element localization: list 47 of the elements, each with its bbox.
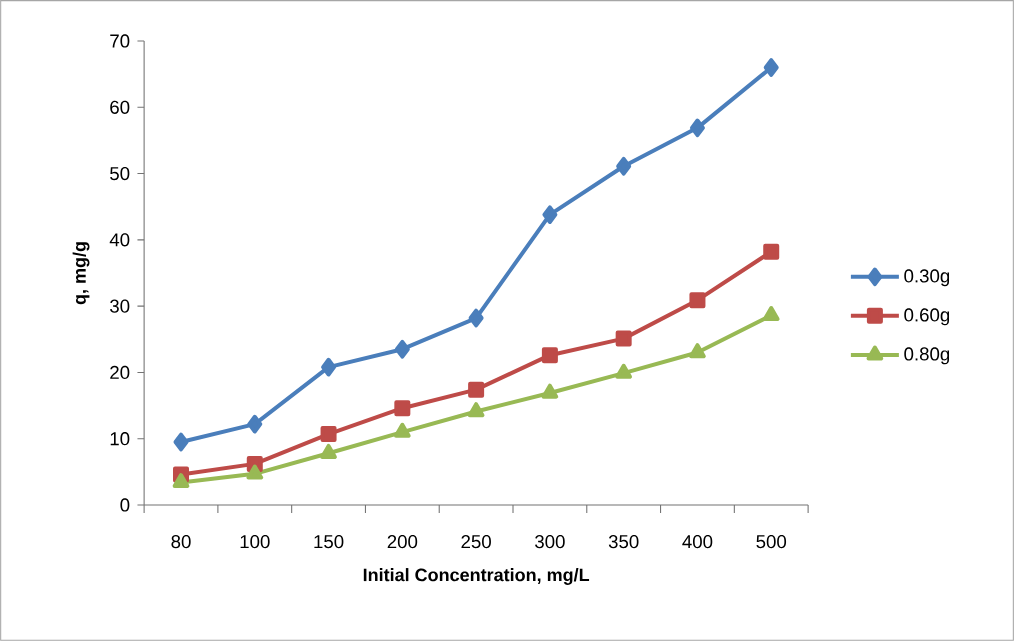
x-tick-label: 100 [240,535,270,549]
point [393,422,411,438]
x-tick-label: 500 [756,535,787,549]
x-tick-label: 80 [171,535,191,549]
point [320,426,337,443]
point [247,414,263,434]
y-tick-label: 30 [110,299,130,313]
point [689,343,706,359]
y-tick-label: 10 [110,432,130,446]
point [172,473,190,489]
x-tick-label: 150 [314,535,344,549]
point [394,339,410,359]
y-tick-label: 70 [110,34,130,48]
point [468,308,484,328]
y-tick-label: 0 [120,498,130,512]
point [615,330,632,347]
point [394,400,411,417]
point [467,402,485,418]
y-tick-label: 20 [110,365,130,380]
point [173,432,189,452]
x-tick-label: 350 [608,535,639,549]
y-tick-label: 60 [110,100,130,114]
x-tick-label: 250 [461,535,491,549]
point [541,347,558,364]
y-tick-label: 50 [110,166,130,181]
legend-label: 0.30g [904,269,950,287]
x-tick-label: 300 [535,535,565,549]
legend-label: 0.60g [904,308,950,326]
legend-label: 0.80g [904,347,950,365]
point [689,118,705,138]
point [246,464,264,480]
y-axis-title: q, mg/g [72,242,90,305]
point [615,363,633,379]
x-tick-label: 400 [682,535,713,549]
point [762,306,780,322]
point [468,381,485,398]
y-tick-label: 40 [109,233,130,247]
point [541,383,559,399]
point [763,58,779,77]
point [763,243,780,260]
point [321,357,337,377]
point [320,443,337,459]
point [689,292,706,309]
point [542,205,558,224]
x-axis-title: Initial Concentration, mg/L [363,568,590,585]
x-tick-label: 200 [387,535,418,549]
point [616,156,632,176]
